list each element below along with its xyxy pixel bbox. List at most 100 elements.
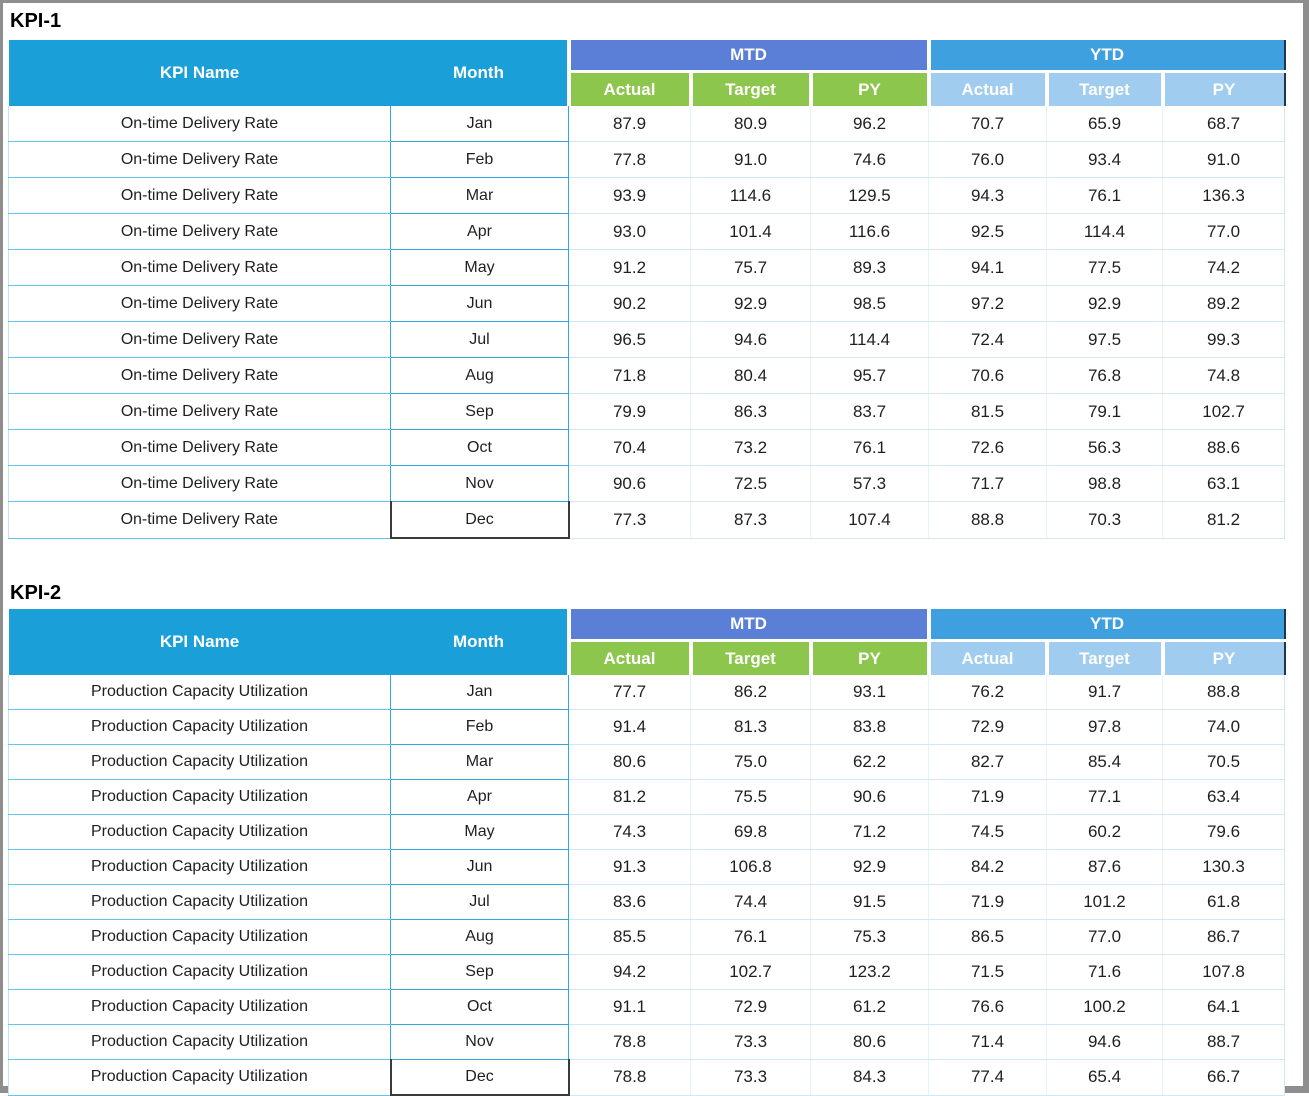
value-cell[interactable]: 90.2 <box>568 285 691 322</box>
value-cell[interactable]: 101.2 <box>1046 884 1163 920</box>
value-cell[interactable]: 77.7 <box>568 675 691 710</box>
value-cell[interactable]: 130.3 <box>1161 849 1286 885</box>
kpi-name-cell[interactable]: On-time Delivery Rate <box>8 106 391 142</box>
ytd-band-header[interactable]: YTD <box>926 609 1286 642</box>
value-cell[interactable]: 87.9 <box>568 106 691 142</box>
value-cell[interactable]: 129.5 <box>810 177 929 214</box>
value-cell[interactable]: 90.6 <box>568 465 691 502</box>
kpi-name-header[interactable]: KPI Name <box>8 40 391 106</box>
value-cell[interactable]: 107.8 <box>1161 954 1286 990</box>
value-cell[interactable]: 76.2 <box>928 675 1047 710</box>
month-cell[interactable]: Aug <box>390 357 569 394</box>
value-cell[interactable]: 71.7 <box>928 465 1047 502</box>
value-cell[interactable]: 85.5 <box>568 919 691 955</box>
value-cell[interactable]: 76.1 <box>1046 177 1163 214</box>
value-cell[interactable]: 89.3 <box>810 249 929 286</box>
value-cell[interactable]: 70.7 <box>928 106 1047 142</box>
month-cell[interactable]: Feb <box>390 709 569 745</box>
value-cell[interactable]: 57.3 <box>810 465 929 502</box>
value-cell[interactable]: 77.5 <box>1046 249 1163 286</box>
kpi-name-cell[interactable]: On-time Delivery Rate <box>8 321 391 358</box>
value-cell[interactable]: 97.5 <box>1046 321 1163 358</box>
value-cell[interactable]: 78.8 <box>568 1024 691 1060</box>
kpi-name-cell[interactable]: On-time Delivery Rate <box>8 249 391 286</box>
value-cell[interactable]: 83.8 <box>810 709 929 745</box>
value-cell[interactable]: 78.8 <box>568 1059 691 1096</box>
value-cell[interactable]: 74.3 <box>568 814 691 850</box>
value-cell[interactable]: 73.2 <box>690 429 811 466</box>
value-cell[interactable]: 77.4 <box>928 1059 1047 1096</box>
value-cell[interactable]: 72.4 <box>928 321 1047 358</box>
value-cell[interactable]: 106.8 <box>690 849 811 885</box>
value-cell[interactable]: 86.7 <box>1161 919 1286 955</box>
month-header[interactable]: Month <box>390 609 569 675</box>
value-cell[interactable]: 71.8 <box>568 357 691 394</box>
value-cell[interactable]: 93.9 <box>568 177 691 214</box>
value-cell[interactable]: 79.1 <box>1046 393 1163 430</box>
value-cell[interactable]: 94.6 <box>690 321 811 358</box>
value-cell[interactable]: 94.2 <box>568 954 691 990</box>
value-cell[interactable]: 99.3 <box>1161 321 1286 358</box>
value-cell[interactable]: 63.1 <box>1161 465 1286 502</box>
value-cell[interactable]: 77.8 <box>568 141 691 178</box>
value-cell[interactable]: 97.2 <box>928 285 1047 322</box>
value-cell[interactable]: 60.2 <box>1046 814 1163 850</box>
value-cell[interactable]: 123.2 <box>810 954 929 990</box>
value-cell[interactable]: 81.2 <box>568 779 691 815</box>
value-cell[interactable]: 70.5 <box>1161 744 1286 780</box>
month-cell[interactable]: Jan <box>390 106 569 142</box>
value-cell[interactable]: 93.4 <box>1046 141 1163 178</box>
month-cell[interactable]: Oct <box>390 989 569 1025</box>
month-cell[interactable]: Jul <box>390 884 569 920</box>
value-cell[interactable]: 66.7 <box>1161 1059 1286 1096</box>
kpi-name-cell[interactable]: On-time Delivery Rate <box>8 465 391 502</box>
value-cell[interactable]: 86.3 <box>690 393 811 430</box>
value-cell[interactable]: 75.3 <box>810 919 929 955</box>
value-cell[interactable]: 74.2 <box>1161 249 1286 286</box>
value-cell[interactable]: 61.8 <box>1161 884 1286 920</box>
value-cell[interactable]: 94.3 <box>928 177 1047 214</box>
value-cell[interactable]: 76.0 <box>928 141 1047 178</box>
kpi-name-cell[interactable]: Production Capacity Utilization <box>8 849 391 885</box>
month-header[interactable]: Month <box>390 40 569 106</box>
value-cell[interactable]: 107.4 <box>810 501 929 539</box>
value-cell[interactable]: 76.6 <box>928 989 1047 1025</box>
value-cell[interactable]: 76.1 <box>810 429 929 466</box>
value-cell[interactable]: 96.2 <box>810 106 929 142</box>
mtd-py-header[interactable]: PY <box>808 640 929 675</box>
month-cell[interactable]: Dec <box>389 501 570 539</box>
kpi-name-cell[interactable]: Production Capacity Utilization <box>8 919 391 955</box>
value-cell[interactable]: 77.3 <box>568 501 691 539</box>
month-cell[interactable]: Jul <box>390 321 569 358</box>
value-cell[interactable]: 80.9 <box>690 106 811 142</box>
mtd-target-header[interactable]: Target <box>688 71 811 106</box>
value-cell[interactable]: 76.1 <box>690 919 811 955</box>
value-cell[interactable]: 81.3 <box>690 709 811 745</box>
value-cell[interactable]: 88.7 <box>1161 1024 1286 1060</box>
kpi-name-cell[interactable]: Production Capacity Utilization <box>8 884 391 920</box>
value-cell[interactable]: 89.2 <box>1161 285 1286 322</box>
kpi-name-cell[interactable]: Production Capacity Utilization <box>8 989 391 1025</box>
value-cell[interactable]: 88.8 <box>1161 675 1286 710</box>
value-cell[interactable]: 86.2 <box>690 675 811 710</box>
value-cell[interactable]: 90.6 <box>810 779 929 815</box>
month-cell[interactable]: Mar <box>390 744 569 780</box>
kpi-name-header[interactable]: KPI Name <box>8 609 391 675</box>
value-cell[interactable]: 74.4 <box>690 884 811 920</box>
value-cell[interactable]: 74.0 <box>1161 709 1286 745</box>
month-cell[interactable]: Apr <box>390 779 569 815</box>
ytd-target-header[interactable]: Target <box>1044 71 1163 106</box>
value-cell[interactable]: 70.4 <box>568 429 691 466</box>
value-cell[interactable]: 86.5 <box>928 919 1047 955</box>
value-cell[interactable]: 114.4 <box>1046 213 1163 250</box>
value-cell[interactable]: 91.1 <box>568 989 691 1025</box>
value-cell[interactable]: 101.4 <box>690 213 811 250</box>
value-cell[interactable]: 84.3 <box>810 1059 929 1096</box>
kpi-name-cell[interactable]: On-time Delivery Rate <box>8 501 391 539</box>
value-cell[interactable]: 69.8 <box>690 814 811 850</box>
month-cell[interactable]: Jun <box>390 285 569 322</box>
value-cell[interactable]: 77.0 <box>1046 919 1163 955</box>
value-cell[interactable]: 136.3 <box>1161 177 1286 214</box>
month-cell[interactable]: Sep <box>390 954 569 990</box>
value-cell[interactable]: 85.4 <box>1046 744 1163 780</box>
